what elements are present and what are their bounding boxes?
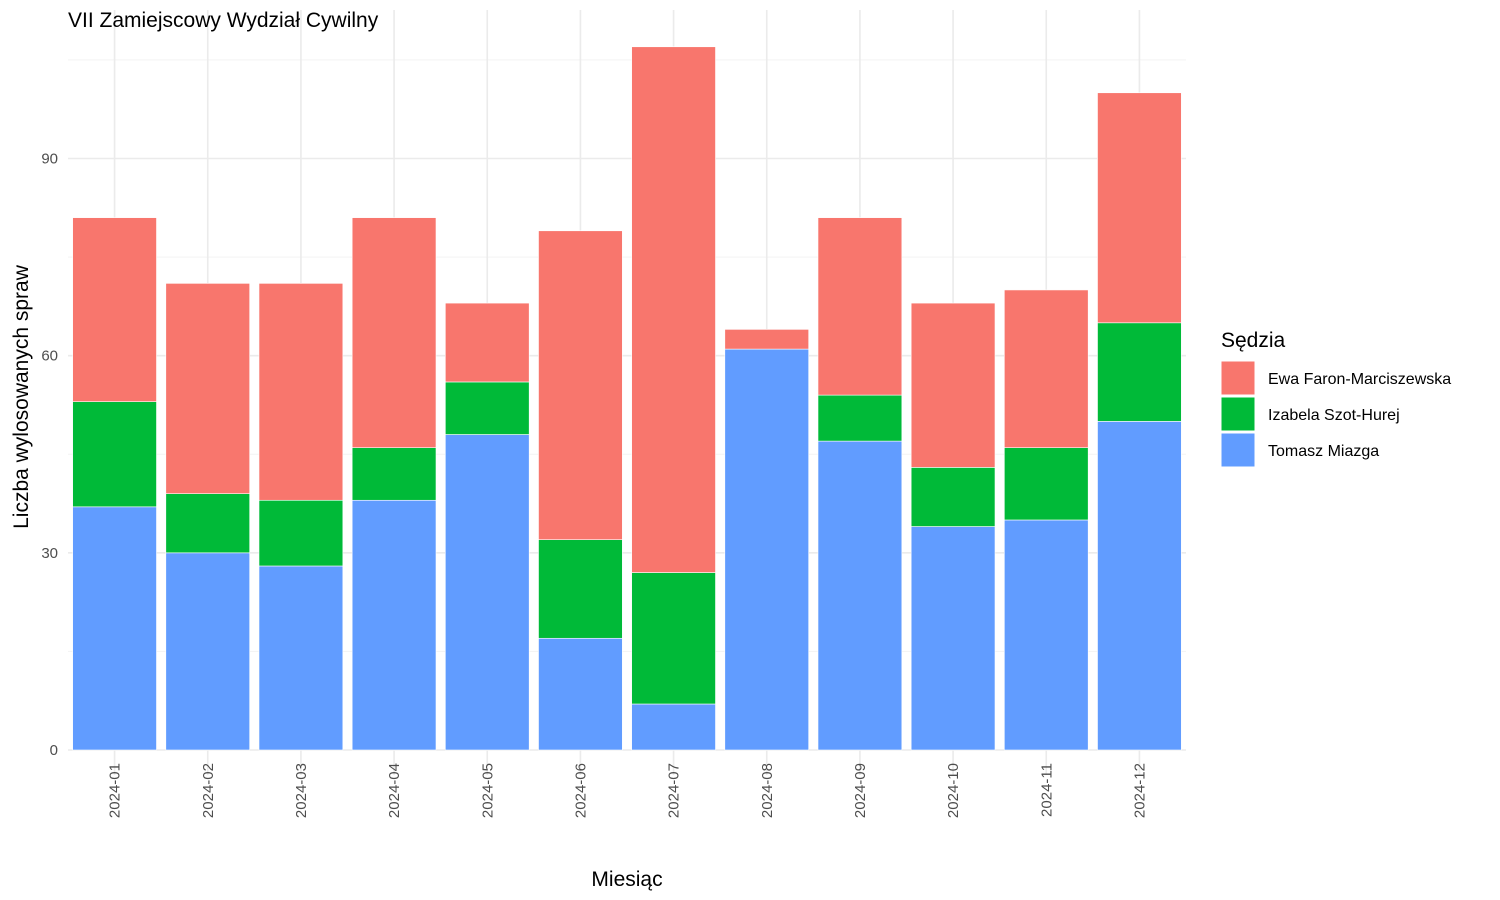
legend-swatch <box>1220 360 1256 396</box>
bar-segment <box>631 703 716 751</box>
bar-segment <box>1004 519 1089 751</box>
bar-segment <box>258 565 344 751</box>
bar-segment <box>445 302 530 383</box>
x-tick-label: 2024-10 <box>945 763 962 818</box>
legend-label: Tomasz Miazga <box>1268 443 1379 460</box>
bar-segment <box>1097 92 1182 324</box>
y-tick-label: 30 <box>41 545 58 562</box>
x-tick-label: 2024-07 <box>666 763 683 818</box>
bar-segment <box>1004 289 1089 448</box>
bar-segment <box>910 467 996 527</box>
bar-segment <box>351 447 437 501</box>
bar-segment <box>258 499 344 567</box>
x-tick-label: 2024-08 <box>759 763 776 818</box>
y-tick-label: 90 <box>41 151 58 168</box>
legend-swatch <box>1220 432 1256 468</box>
bar-segment <box>538 230 623 540</box>
bar-segment <box>817 217 903 396</box>
bar-segment <box>631 46 716 573</box>
bar-segment <box>631 572 716 705</box>
bar-segment <box>538 539 623 639</box>
legend-label: Izabela Szot-Hurej <box>1268 407 1400 424</box>
bars <box>72 46 1182 751</box>
bar-segment <box>724 329 809 350</box>
x-tick-label: 2024-05 <box>479 763 496 818</box>
bar-segment <box>1097 322 1182 422</box>
bar-segment <box>910 302 996 468</box>
chart-title: VII Zamiejscowy Wydział Cywilny <box>68 9 379 32</box>
y-tick-label: 0 <box>50 742 58 759</box>
bar-segment <box>351 217 437 448</box>
y-tick-label: 60 <box>41 348 58 365</box>
bar-segment <box>817 440 903 751</box>
bar-segment <box>72 401 157 508</box>
bar-segment <box>1004 447 1089 521</box>
x-tick-label: 2024-03 <box>293 763 310 818</box>
legend-title: Sędzia <box>1221 329 1286 352</box>
bar-segment <box>445 434 530 751</box>
x-axis-ticks: 2024-01 2024-02 2024-03 2024-04 2024-05 2024-… <box>107 763 1149 818</box>
bar-segment <box>165 283 250 494</box>
bar-segment <box>165 552 250 751</box>
x-tick-label: 2024-02 <box>200 763 217 818</box>
x-tick-label: 2024-06 <box>572 763 589 818</box>
bar-segment <box>165 493 250 554</box>
x-tick-label: 2024-01 <box>107 763 124 818</box>
bar-segment <box>72 506 157 751</box>
bar-segment <box>538 637 623 751</box>
bar-segment <box>1097 421 1182 751</box>
bar-segment <box>724 348 809 751</box>
bar-segment <box>72 217 157 402</box>
bar-segment <box>910 526 996 751</box>
bar-segment <box>445 381 530 435</box>
x-tick-label: 2024-09 <box>852 763 869 818</box>
x-tick-label: 2024-11 <box>1038 763 1055 817</box>
legend: Sędzia Ewa Faron-Marciszewska Izabela Szo… <box>1220 329 1451 468</box>
x-tick-label: 2024-12 <box>1131 763 1148 818</box>
bar-segment <box>817 394 903 442</box>
x-tick-label: 2024-04 <box>386 763 403 818</box>
x-axis-title: Miesiąc <box>591 868 662 891</box>
y-axis-title: Liczba wylosowanych spraw <box>10 264 33 529</box>
legend-swatch <box>1220 396 1256 432</box>
legend-label: Ewa Faron-Marciszewska <box>1268 371 1451 388</box>
y-axis-ticks: 0 30 60 90 <box>41 151 58 760</box>
bar-segment <box>258 283 344 501</box>
bar-segment <box>351 499 437 751</box>
